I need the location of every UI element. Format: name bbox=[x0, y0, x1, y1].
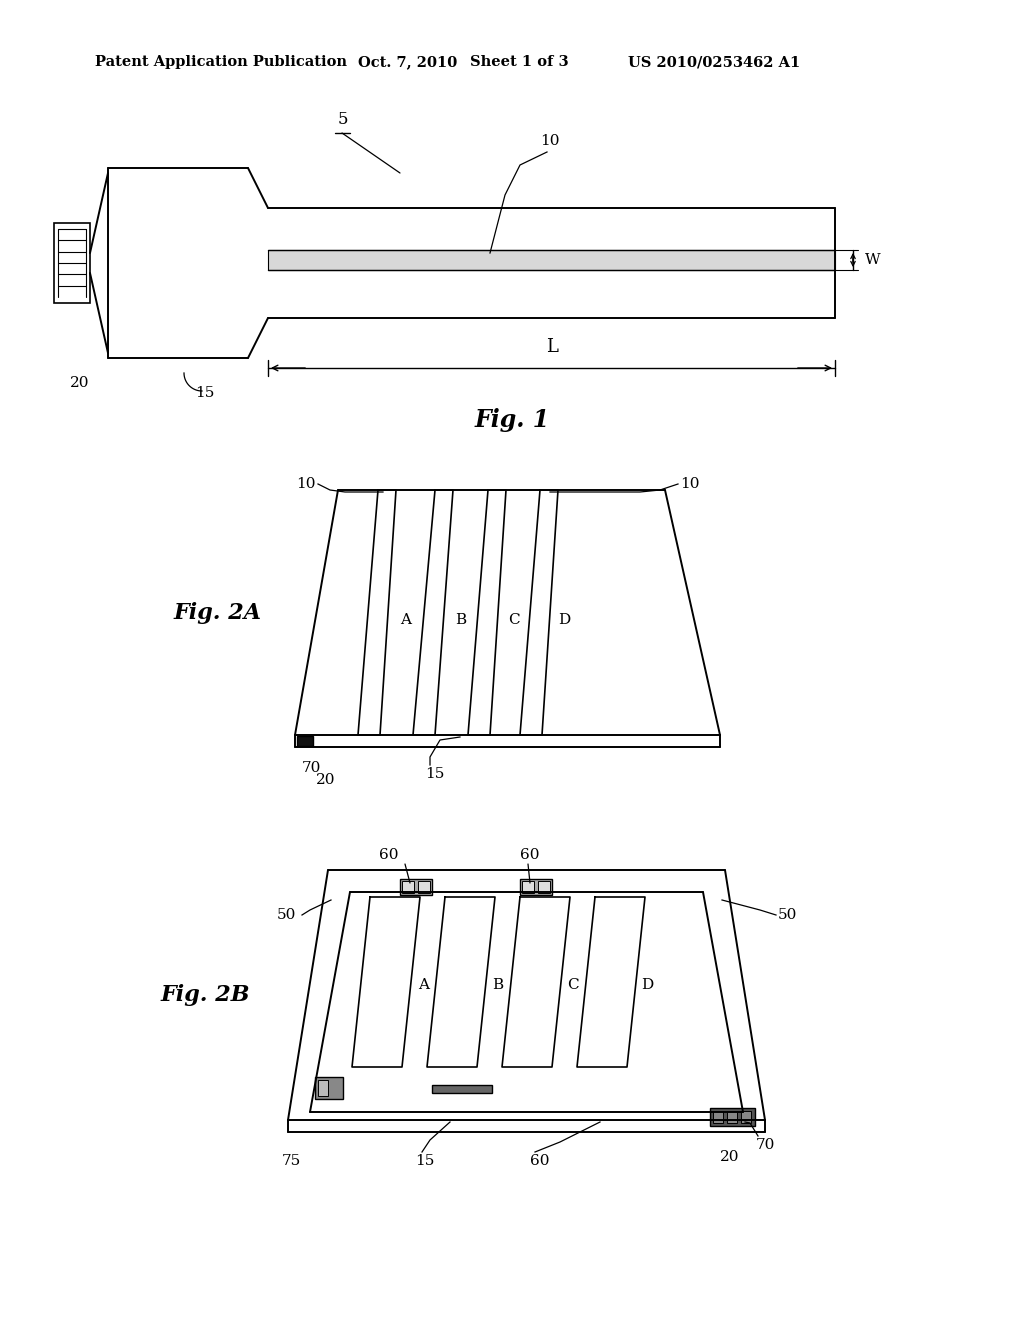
Text: Fig. 1: Fig. 1 bbox=[474, 408, 550, 432]
Text: US 2010/0253462 A1: US 2010/0253462 A1 bbox=[628, 55, 800, 69]
Bar bbox=[418, 880, 430, 894]
Bar bbox=[710, 1107, 755, 1126]
Text: C: C bbox=[567, 978, 579, 993]
Text: 60: 60 bbox=[379, 847, 398, 862]
Bar bbox=[315, 1077, 343, 1100]
Text: W: W bbox=[865, 253, 881, 267]
Text: B: B bbox=[455, 612, 466, 627]
Text: D: D bbox=[558, 612, 570, 627]
Text: 20: 20 bbox=[720, 1150, 739, 1164]
Bar bbox=[713, 1111, 723, 1123]
Text: 15: 15 bbox=[415, 1154, 434, 1168]
Text: Fig. 2B: Fig. 2B bbox=[160, 983, 250, 1006]
Text: 50: 50 bbox=[778, 908, 798, 921]
Text: 10: 10 bbox=[297, 477, 316, 491]
Text: Oct. 7, 2010: Oct. 7, 2010 bbox=[358, 55, 458, 69]
Text: 10: 10 bbox=[540, 135, 559, 148]
Bar bbox=[54, 223, 90, 304]
Bar bbox=[402, 880, 414, 894]
Text: D: D bbox=[642, 978, 653, 993]
Text: 60: 60 bbox=[520, 847, 540, 862]
Bar bbox=[727, 1111, 737, 1123]
Text: Fig. 2A: Fig. 2A bbox=[174, 602, 262, 623]
Text: C: C bbox=[508, 612, 519, 627]
Text: 50: 50 bbox=[276, 908, 296, 921]
Text: 75: 75 bbox=[282, 1154, 301, 1168]
Bar bbox=[268, 249, 835, 271]
Bar bbox=[400, 879, 432, 895]
Text: A: A bbox=[400, 612, 411, 627]
Text: 20: 20 bbox=[70, 376, 89, 389]
Text: 20: 20 bbox=[316, 774, 336, 787]
Text: 5: 5 bbox=[338, 111, 348, 128]
Text: A: A bbox=[418, 978, 429, 993]
Text: 70: 70 bbox=[756, 1138, 775, 1152]
Text: 10: 10 bbox=[680, 477, 699, 491]
Bar bbox=[318, 1080, 328, 1096]
Bar bbox=[741, 1111, 751, 1123]
Text: Patent Application Publication: Patent Application Publication bbox=[95, 55, 347, 69]
Bar bbox=[520, 879, 552, 895]
Text: L: L bbox=[546, 338, 557, 356]
Text: B: B bbox=[493, 978, 504, 993]
Text: 70: 70 bbox=[302, 762, 322, 775]
Text: 15: 15 bbox=[195, 385, 214, 400]
Bar bbox=[522, 880, 534, 894]
Text: Sheet 1 of 3: Sheet 1 of 3 bbox=[470, 55, 568, 69]
Bar bbox=[432, 1085, 492, 1093]
Text: 15: 15 bbox=[425, 767, 444, 781]
Text: 60: 60 bbox=[530, 1154, 550, 1168]
Bar bbox=[297, 737, 313, 746]
Bar bbox=[538, 880, 550, 894]
